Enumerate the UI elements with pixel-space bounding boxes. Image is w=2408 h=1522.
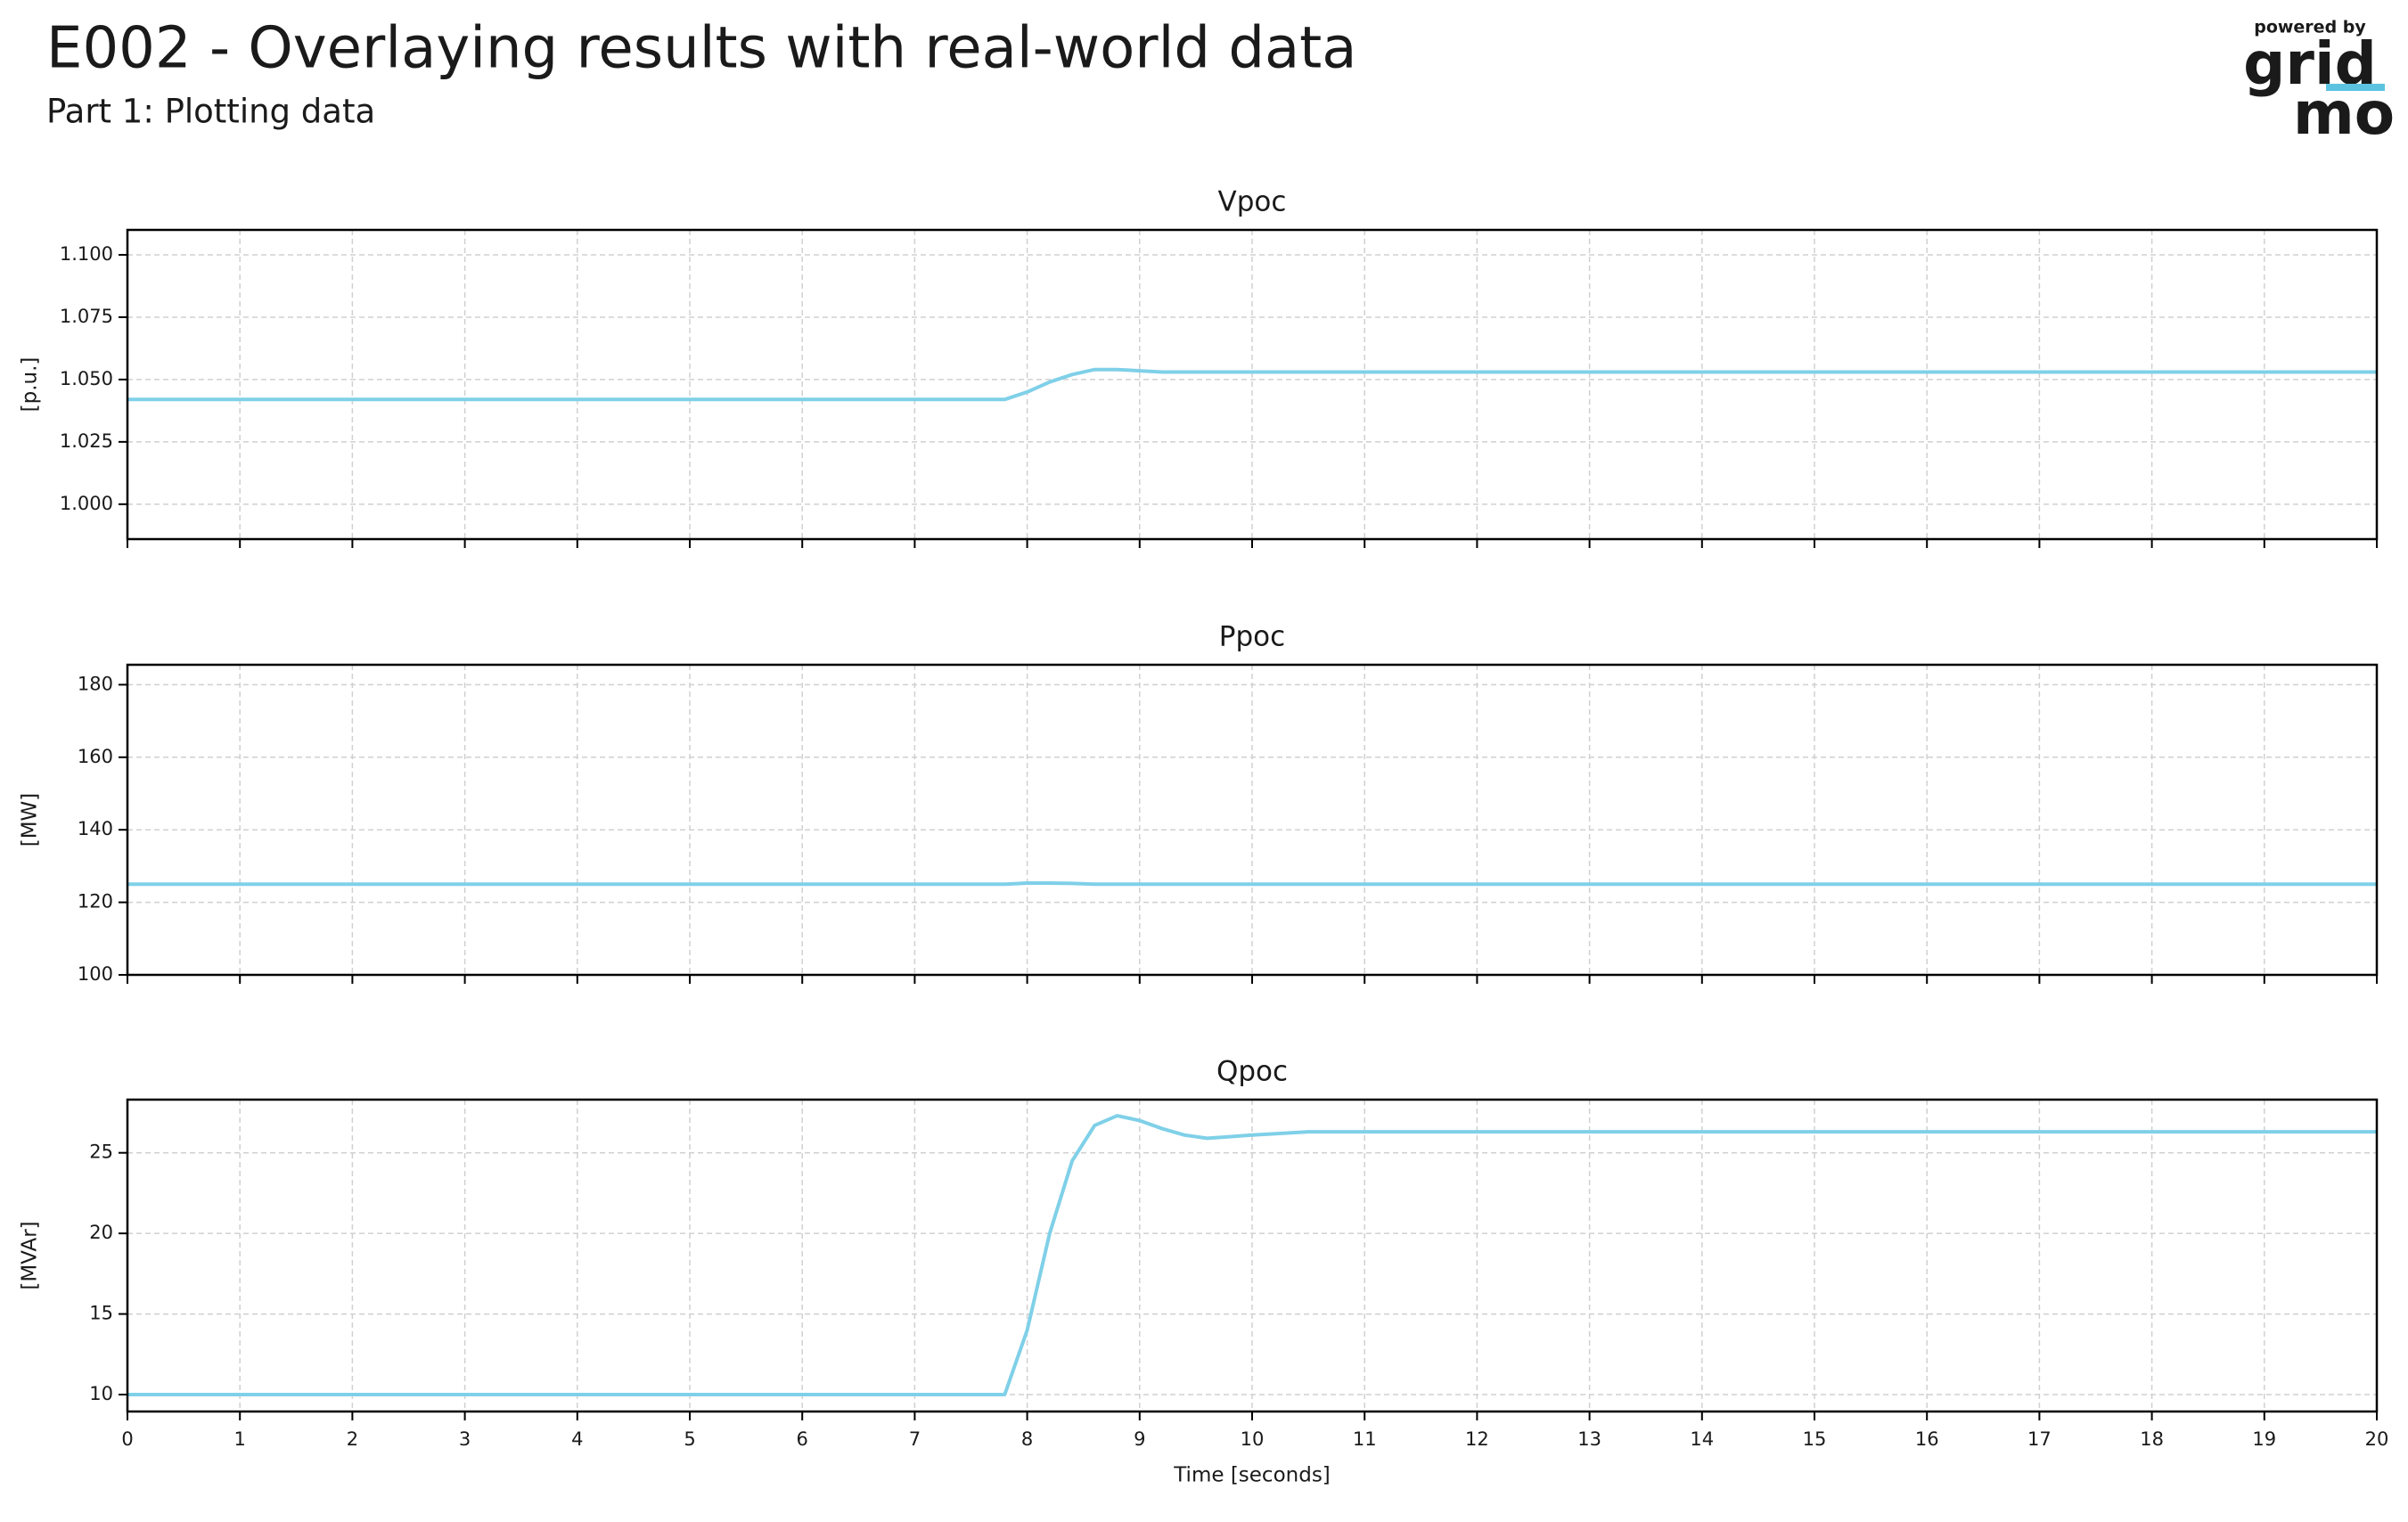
panel-title: Vpoc	[1218, 186, 1287, 218]
x-tick-label: 3	[459, 1428, 471, 1450]
x-tick-label: 18	[2140, 1428, 2164, 1450]
x-tick-label: 11	[1353, 1428, 1377, 1450]
data-line	[127, 1114, 2377, 1397]
y-tick-label: 20	[89, 1222, 113, 1243]
plot-frame	[126, 1098, 2379, 1413]
x-tick-label: 10	[1241, 1428, 1265, 1450]
plot-frame	[126, 663, 2379, 977]
x-tick-label: 17	[2027, 1428, 2052, 1450]
y-tick-label: 160	[78, 746, 113, 767]
x-tick-label: 20	[2365, 1428, 2389, 1450]
x-tick-label: 6	[797, 1428, 808, 1450]
y-tick-label: 1.100	[60, 243, 113, 265]
y-tick-label: 25	[89, 1142, 113, 1163]
y-tick-label: 1.000	[60, 493, 113, 514]
x-tick-label: 19	[2252, 1428, 2276, 1450]
x-axis-label: Time [seconds]	[1173, 1464, 1331, 1487]
panel-title: Ppoc	[1219, 621, 1285, 653]
x-tick-label: 1	[234, 1428, 246, 1450]
y-tick-label: 1.050	[60, 368, 113, 389]
y-tick-label: 15	[89, 1303, 113, 1324]
x-tick-label: 2	[347, 1428, 358, 1450]
x-tick-label: 13	[1577, 1428, 1601, 1450]
y-tick-label: 1.025	[60, 430, 113, 452]
x-tick-label: 7	[909, 1428, 921, 1450]
x-tick-label: 15	[1803, 1428, 1827, 1450]
x-tick-label: 0	[121, 1428, 133, 1450]
y-tick-label: 1.075	[60, 306, 113, 327]
x-tick-label: 14	[1690, 1428, 1714, 1450]
data-line	[127, 881, 2377, 887]
panel-title: Qpoc	[1216, 1056, 1288, 1088]
page-title: E002 - Overlaying results with real-worl…	[46, 16, 1356, 82]
x-tick-label: 5	[684, 1428, 695, 1450]
y-tick-label: 140	[78, 818, 113, 839]
y-axis-label: [MW]	[19, 793, 42, 847]
logo-tagline: powered by	[2254, 18, 2366, 37]
page-subtitle: Part 1: Plotting data	[46, 93, 375, 131]
data-line	[127, 367, 2377, 402]
y-tick-label: 100	[78, 963, 113, 985]
y-tick-label: 10	[89, 1383, 113, 1404]
y-axis-label: [p.u.]	[19, 357, 42, 413]
x-tick-label: 12	[1465, 1428, 1489, 1450]
y-axis-label: [MVAr]	[19, 1221, 42, 1289]
x-tick-label: 16	[1915, 1428, 1939, 1450]
y-tick-label: 120	[78, 891, 113, 912]
x-tick-label: 9	[1134, 1428, 1145, 1450]
x-tick-label: 4	[571, 1428, 583, 1450]
y-tick-label: 180	[78, 673, 113, 694]
plot-frame	[126, 228, 2379, 541]
x-tick-label: 8	[1021, 1428, 1033, 1450]
